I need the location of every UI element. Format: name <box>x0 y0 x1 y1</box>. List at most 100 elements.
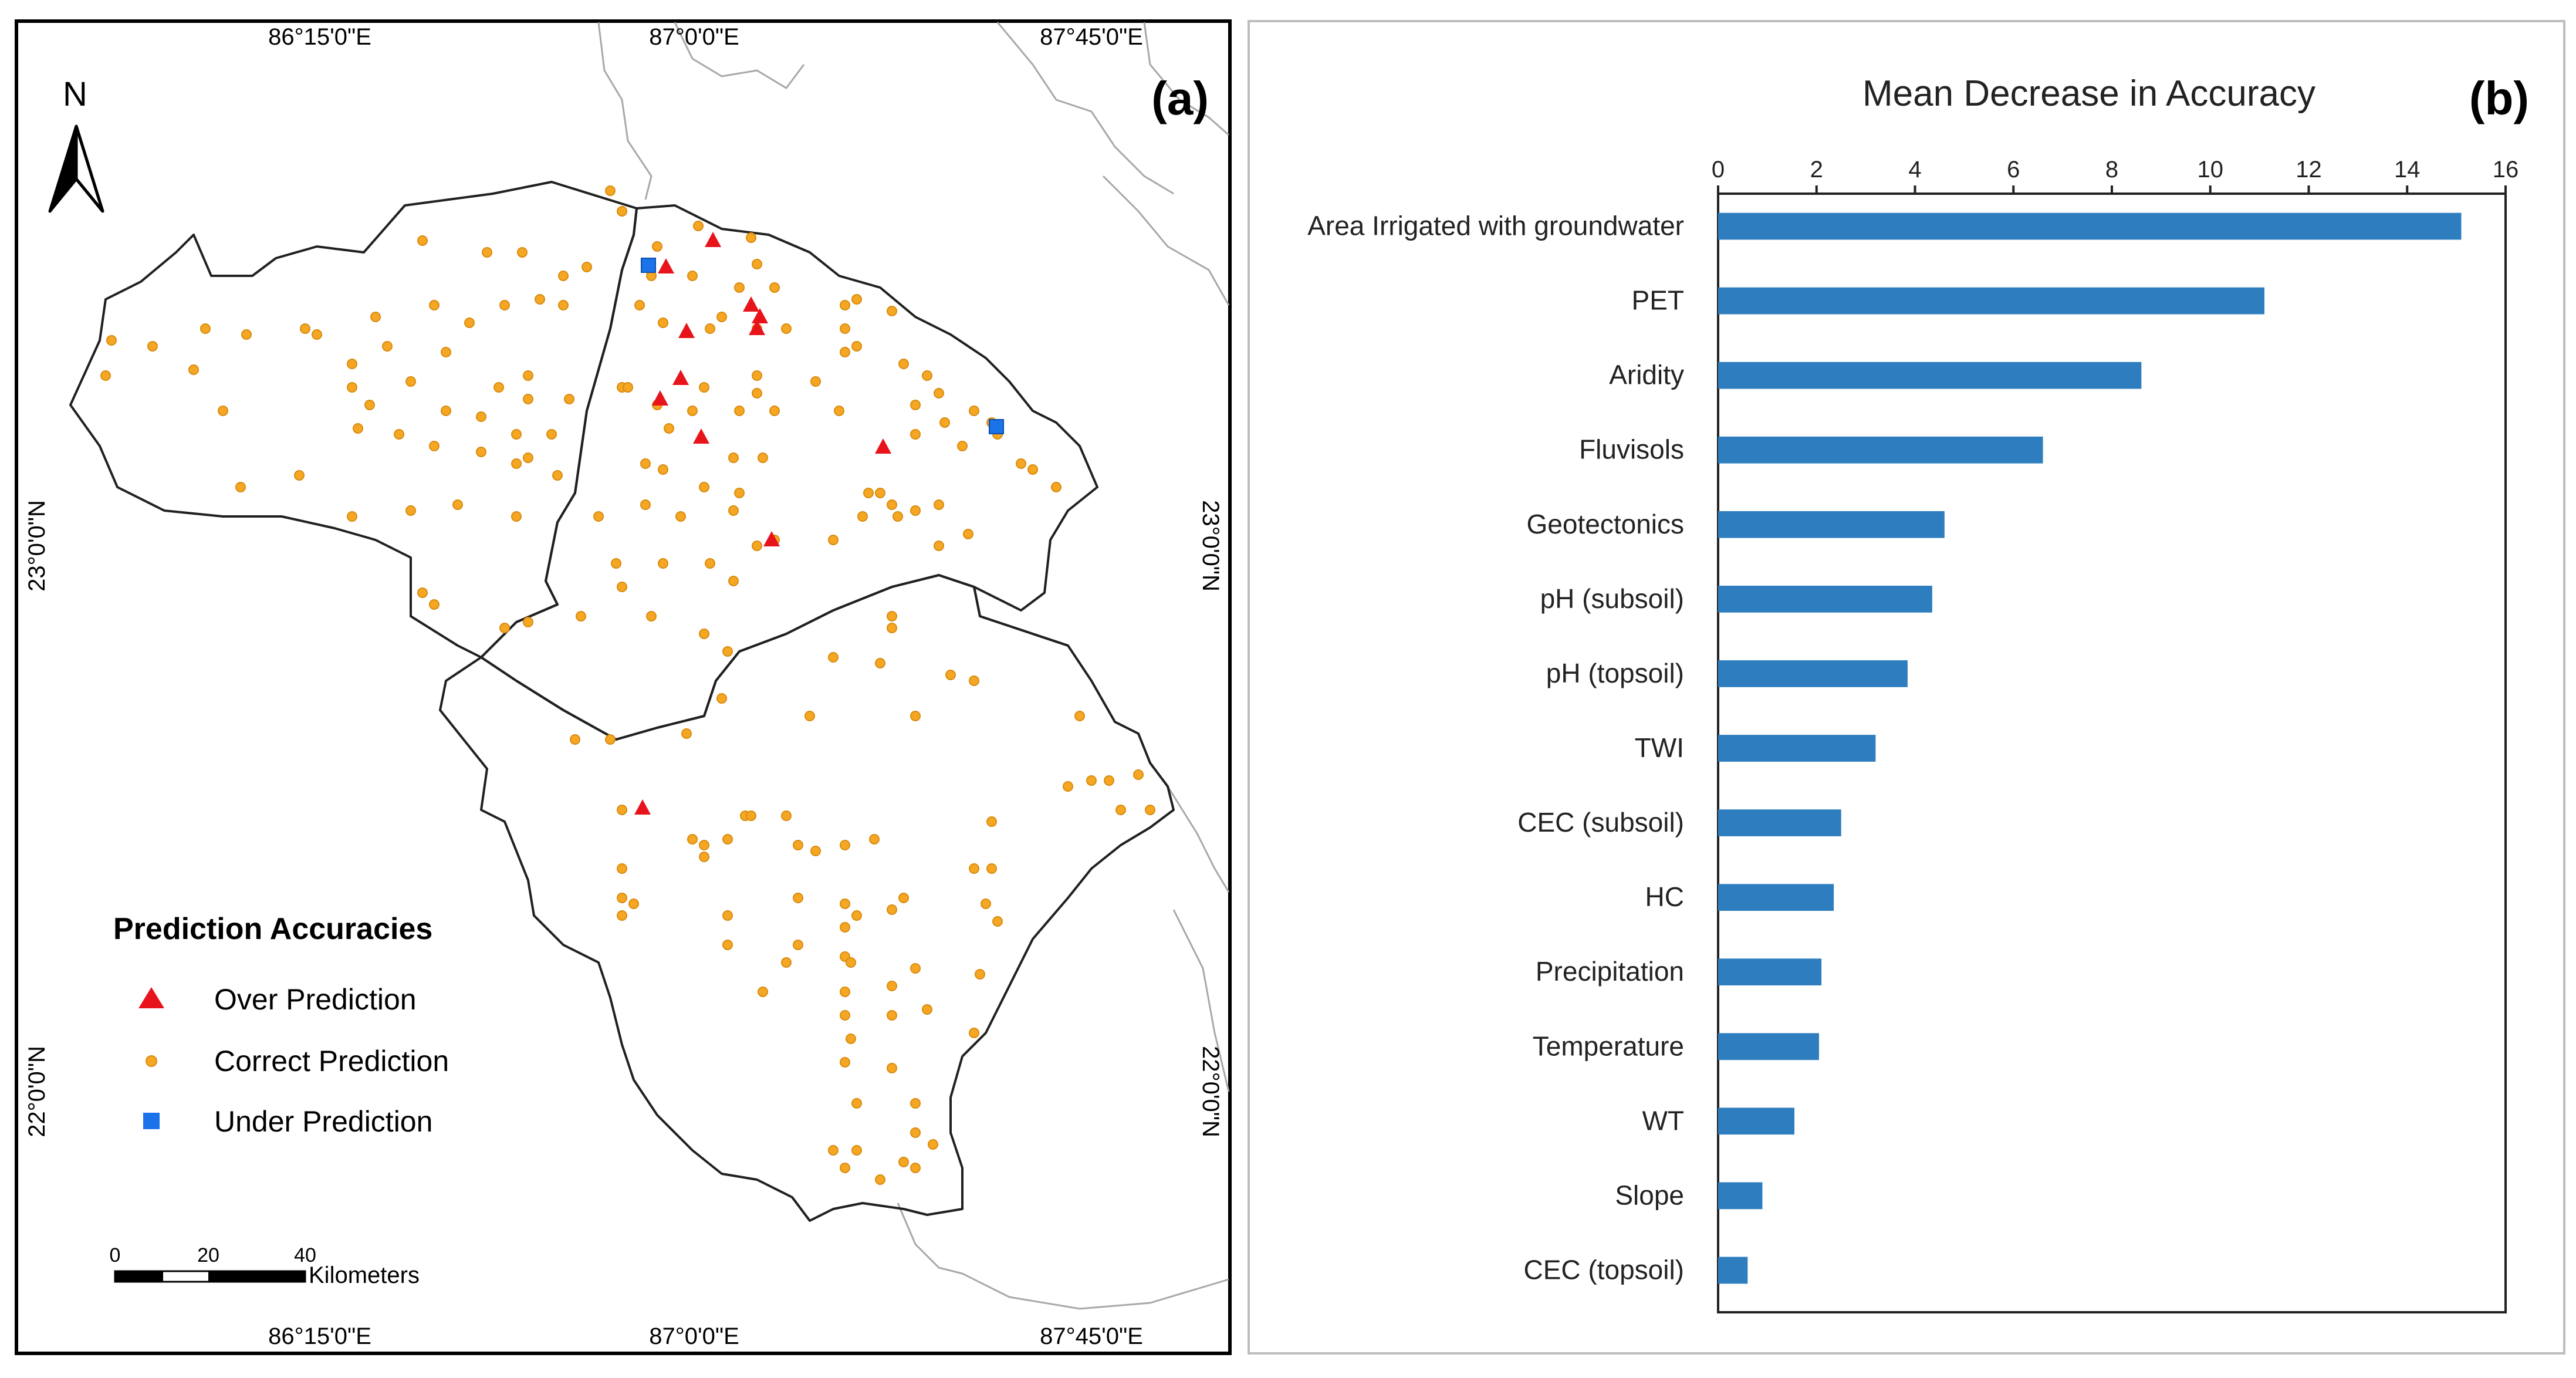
correct-prediction-point <box>728 505 739 516</box>
correct-prediction-point <box>1016 458 1026 469</box>
bar <box>1718 287 2265 315</box>
bar <box>1718 1033 1819 1060</box>
correct-prediction-point <box>840 1010 850 1021</box>
correct-prediction-point <box>846 957 856 968</box>
correct-prediction-point <box>922 370 932 381</box>
correct-prediction-point <box>810 846 821 856</box>
correct-prediction-point <box>623 382 633 393</box>
correct-prediction-point <box>898 893 909 903</box>
correct-prediction-point <box>693 221 704 231</box>
category-label: pH (topsoil) <box>1546 658 1684 688</box>
correct-prediction-point <box>558 300 569 310</box>
correct-prediction-point <box>734 406 745 416</box>
correct-prediction-point <box>493 382 504 393</box>
correct-prediction-point <box>611 558 621 569</box>
correct-prediction-point <box>200 323 211 334</box>
x-tick-label: 2 <box>1810 157 1823 183</box>
chart-bars <box>1718 212 2462 1284</box>
correct-prediction-point <box>593 511 604 522</box>
coord-right-1: 23°0'0"N <box>1198 500 1223 592</box>
correct-prediction-points <box>100 185 1155 1185</box>
correct-prediction-point <box>851 341 862 352</box>
correct-prediction-point <box>1051 482 1061 492</box>
correct-prediction-point <box>417 235 428 246</box>
correct-prediction-point <box>851 294 862 305</box>
scale-tick-0: 0 <box>110 1244 121 1266</box>
correct-prediction-point <box>1104 775 1114 786</box>
correct-prediction-point <box>405 505 416 516</box>
correct-prediction-point <box>851 910 862 921</box>
correct-prediction-point <box>605 185 616 196</box>
category-label: PET <box>1632 285 1684 316</box>
correct-prediction-point <box>535 294 545 305</box>
correct-prediction-point <box>617 893 627 903</box>
correct-prediction-point <box>752 388 762 398</box>
correct-prediction-point <box>840 300 850 310</box>
correct-prediction-point <box>840 323 850 334</box>
over-prediction-point <box>634 799 651 815</box>
correct-prediction-point <box>640 458 651 469</box>
correct-prediction-point <box>869 834 880 845</box>
over-prediction-point <box>678 323 695 338</box>
over-prediction-point <box>652 390 668 406</box>
legend-square-icon <box>143 1113 160 1129</box>
correct-prediction-point <box>963 529 973 539</box>
correct-prediction-point <box>887 1063 897 1073</box>
category-label: Temperature <box>1533 1031 1684 1061</box>
correct-prediction-point <box>347 382 357 393</box>
correct-prediction-point <box>675 511 686 522</box>
legend-over-label: Over Prediction <box>214 983 417 1016</box>
correct-prediction-point <box>699 840 709 850</box>
correct-prediction-point <box>1063 781 1073 792</box>
correct-prediction-point <box>347 359 357 369</box>
correct-prediction-point <box>106 335 117 346</box>
correct-prediction-point <box>452 499 463 510</box>
correct-prediction-point <box>910 1127 921 1138</box>
coord-bottom-1: 86°15'0"E <box>268 1323 371 1349</box>
correct-prediction-point <box>851 1098 862 1109</box>
correct-prediction-point <box>734 282 745 293</box>
correct-prediction-point <box>793 940 803 950</box>
correct-prediction-point <box>752 259 762 269</box>
correct-prediction-point <box>347 511 357 522</box>
correct-prediction-point <box>564 394 574 404</box>
correct-prediction-point <box>476 447 486 457</box>
correct-prediction-point <box>898 1157 909 1167</box>
correct-prediction-point <box>617 863 627 874</box>
panel-a-label: (a) <box>1151 72 1209 124</box>
correct-prediction-point <box>969 406 979 416</box>
correct-prediction-point <box>910 505 921 516</box>
x-tick-label: 12 <box>2296 157 2322 183</box>
correct-prediction-point <box>934 499 944 510</box>
coord-right-2: 22°0'0"N <box>1198 1046 1223 1137</box>
correct-prediction-point <box>429 441 440 451</box>
correct-prediction-point <box>499 623 510 633</box>
chart-frame <box>1248 20 2565 1355</box>
correct-prediction-point <box>499 300 510 310</box>
correct-prediction-point <box>957 441 968 451</box>
correct-prediction-point <box>728 452 739 463</box>
correct-prediction-point <box>793 893 803 903</box>
category-label: Aridity <box>1609 360 1684 390</box>
correct-prediction-point <box>810 376 821 387</box>
category-label: Geotectonics <box>1527 509 1684 539</box>
correct-prediction-point <box>828 1145 839 1156</box>
bar <box>1718 809 1841 836</box>
correct-prediction-point <box>681 728 692 739</box>
correct-prediction-point <box>928 1139 938 1150</box>
correct-prediction-point <box>1115 805 1126 815</box>
correct-prediction-point <box>300 323 310 334</box>
correct-prediction-point <box>910 963 921 974</box>
coord-bottom-2: 87°0'0"E <box>649 1323 739 1349</box>
correct-prediction-point <box>910 400 921 410</box>
correct-prediction-point <box>939 417 950 428</box>
correct-prediction-point <box>851 1145 862 1156</box>
category-label: Precipitation <box>1536 956 1684 987</box>
legend-triangle-icon <box>138 987 164 1008</box>
category-label: pH (subsoil) <box>1540 583 1684 614</box>
correct-prediction-point <box>658 318 668 328</box>
correct-prediction-point <box>834 406 844 416</box>
correct-prediction-point <box>405 376 416 387</box>
correct-prediction-point <box>523 370 533 381</box>
correct-prediction-point <box>728 576 739 586</box>
